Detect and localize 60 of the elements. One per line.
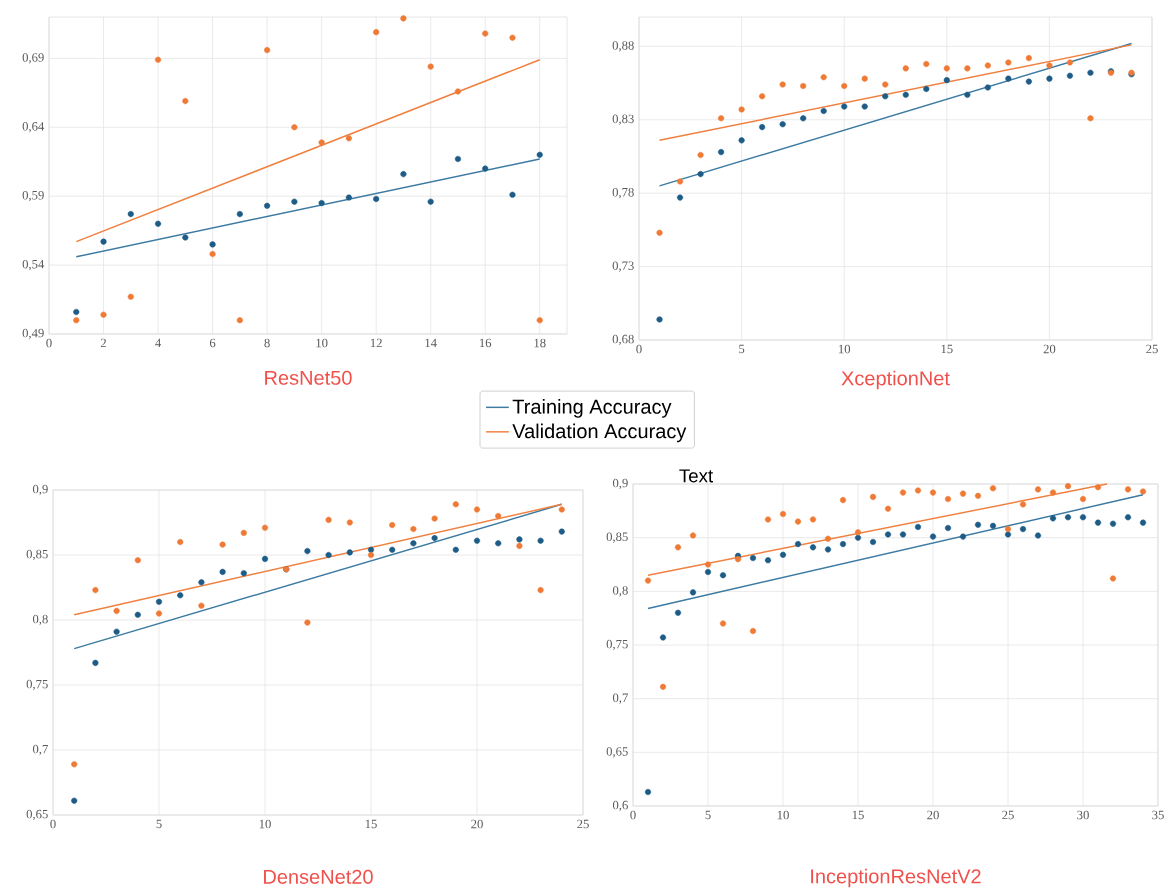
legend-label: Validation Accuracy xyxy=(512,423,687,443)
x-tick-label: 0 xyxy=(46,338,52,348)
y-tick-label: 0,83 xyxy=(612,114,634,125)
x-tick-label: 12 xyxy=(370,338,382,348)
y-tick-label: 0,85 xyxy=(606,532,628,543)
x-tick-label: 0 xyxy=(636,344,642,354)
x-tick-label: 15 xyxy=(852,810,864,820)
x-tick-label: 14 xyxy=(425,338,437,348)
x-tick-label: 0 xyxy=(630,810,636,820)
y-tick-label: 0,65 xyxy=(606,747,628,758)
y-tick-label: 0,85 xyxy=(26,549,48,561)
x-tick-label: 35 xyxy=(1152,810,1164,820)
x-tick-label: 0 xyxy=(50,819,56,829)
x-tick-label: 10 xyxy=(838,344,851,354)
x-tick-label: 20 xyxy=(471,819,483,829)
x-tick-label: 5 xyxy=(705,810,711,820)
y-tick-label: 0,78 xyxy=(612,187,634,199)
x-tick-label: 2 xyxy=(100,338,107,348)
y-tick-label: 0,9 xyxy=(612,478,628,490)
y-tick-label: 0,7 xyxy=(612,693,628,704)
y-tick-label: 0,64 xyxy=(22,122,45,133)
y-tick-label: 0,9 xyxy=(32,484,48,496)
text: DenseNet20 xyxy=(264,869,373,884)
y-tick-label: 0,6 xyxy=(612,800,628,812)
legend-label: Training Accuracy xyxy=(512,399,672,418)
text: XceptionNet xyxy=(841,370,950,390)
y-tick-label: 0,68 xyxy=(612,334,634,346)
text: ResNet50 xyxy=(265,370,352,385)
y-tick-label: 0,59 xyxy=(22,190,44,202)
y-tick-label: 0,65 xyxy=(26,809,48,821)
x-tick-label: 6 xyxy=(209,338,216,348)
x-tick-label: 15 xyxy=(365,819,377,829)
y-tick-label: 0,8 xyxy=(32,614,48,626)
x-tick-label: 18 xyxy=(534,338,546,348)
x-tick-label: 30 xyxy=(1077,810,1089,820)
x-tick-label: 5 xyxy=(739,344,745,354)
x-tick-label: 10 xyxy=(259,819,271,829)
x-tick-label: 25 xyxy=(1002,810,1014,820)
x-tick-label: 10 xyxy=(316,338,328,348)
x-tick-label: 5 xyxy=(156,819,162,829)
x-tick-label: 25 xyxy=(577,819,589,829)
y-tick-label: 0,49 xyxy=(22,328,44,340)
y-tick-label: 0,88 xyxy=(612,41,634,52)
y-tick-label: 0,54 xyxy=(22,259,45,271)
x-tick-label: 25 xyxy=(1146,344,1158,354)
y-tick-label: 0,69 xyxy=(22,53,44,64)
text: InceptionResNetV2 xyxy=(811,868,981,888)
text: Text xyxy=(679,469,714,483)
y-tick-label: 0,73 xyxy=(612,261,634,272)
y-tick-label: 0,7 xyxy=(32,744,48,756)
x-tick-label: 16 xyxy=(479,338,492,348)
x-tick-label: 10 xyxy=(777,810,789,820)
x-tick-label: 20 xyxy=(927,810,939,820)
x-tick-label: 20 xyxy=(1043,344,1056,354)
y-tick-label: 0,75 xyxy=(26,679,48,691)
y-tick-label: 0,75 xyxy=(606,639,628,651)
x-tick-label: 4 xyxy=(155,338,162,348)
x-tick-label: 8 xyxy=(264,338,270,348)
x-tick-label: 15 xyxy=(941,344,953,354)
y-tick-label: 0,8 xyxy=(612,586,628,597)
